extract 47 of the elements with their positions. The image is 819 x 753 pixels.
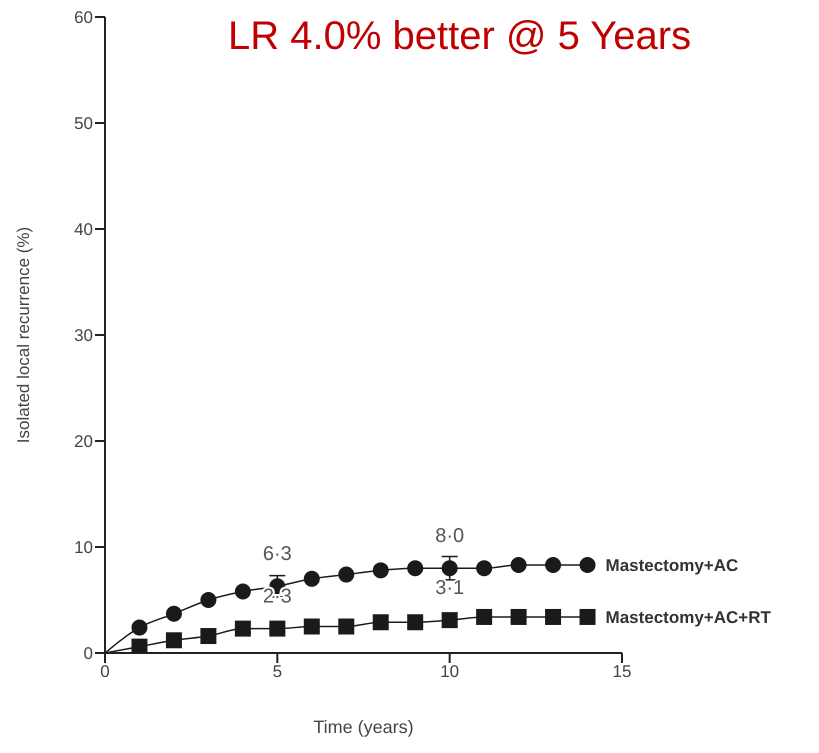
chart-title: LR 4.0% better @ 5 Years <box>228 14 692 59</box>
point <box>476 608 492 625</box>
y-tick-label: 30 <box>74 326 93 346</box>
point <box>200 628 216 644</box>
point <box>407 614 424 630</box>
y-tick-label: 50 <box>74 114 93 134</box>
point <box>166 632 182 648</box>
series-label: Mastectomy+AC <box>606 556 738 576</box>
point <box>580 557 596 574</box>
data-label: 6·3 <box>262 543 292 566</box>
point <box>131 620 148 636</box>
point <box>200 592 216 608</box>
x-tick-label: 0 <box>100 662 110 682</box>
point <box>442 560 458 576</box>
y-tick-label: 40 <box>74 220 93 240</box>
y-tick-label: 0 <box>84 644 93 664</box>
point <box>338 566 354 583</box>
point <box>304 618 320 634</box>
y-tick-label: 20 <box>74 432 93 452</box>
x-tick-label: 15 <box>612 662 632 682</box>
x-tick-label: 10 <box>440 662 460 682</box>
point <box>372 614 389 630</box>
data-label: 8·0 <box>435 525 464 548</box>
data-label: 3·1 <box>435 577 464 600</box>
point <box>338 618 354 634</box>
x-tick-label: 5 <box>272 662 282 682</box>
point <box>580 608 596 625</box>
point <box>234 620 251 637</box>
point <box>304 570 320 587</box>
data-label: 2·3 <box>262 586 292 608</box>
y-tick-label: 10 <box>74 538 93 558</box>
point <box>269 620 286 637</box>
point <box>131 638 148 653</box>
point <box>510 557 527 574</box>
series-label: Mastectomy+AC+RT <box>606 608 772 627</box>
point <box>234 584 251 600</box>
point <box>545 557 562 574</box>
y-tick-label: 60 <box>74 8 93 28</box>
x-axis-title: Time (years) <box>313 717 414 737</box>
point <box>545 608 562 625</box>
point <box>510 608 527 625</box>
point <box>166 606 182 622</box>
point <box>476 560 492 576</box>
point <box>442 612 458 628</box>
point <box>372 562 389 578</box>
point <box>407 560 424 576</box>
y-axis-title: Isolated local recurrence (%) <box>14 226 34 444</box>
